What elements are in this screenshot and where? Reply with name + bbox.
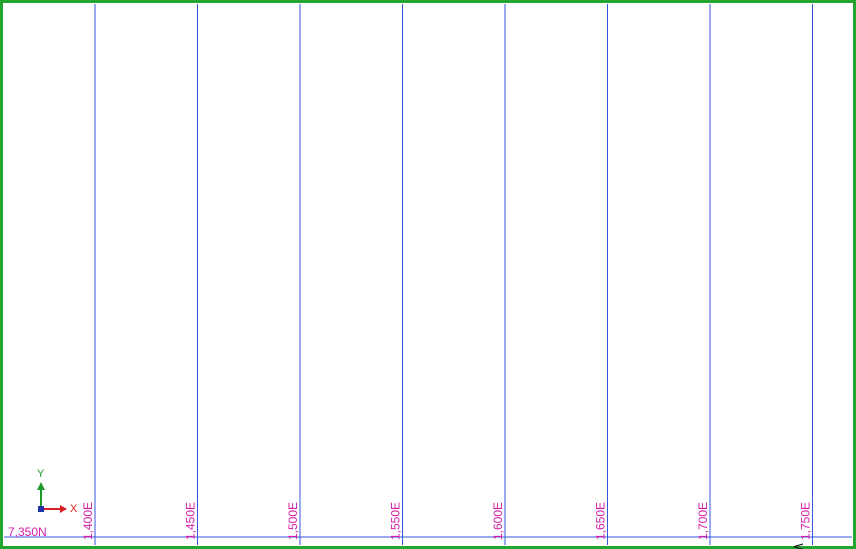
easting-label: 1,450E bbox=[184, 502, 198, 540]
axis-triad-icon: Y X bbox=[37, 468, 78, 515]
axis-x-label: X bbox=[70, 503, 78, 515]
axis-y-label: Y bbox=[37, 468, 45, 480]
axis-x-arrow-icon bbox=[60, 505, 67, 513]
easting-label: 1,650E bbox=[594, 502, 608, 540]
grid-labels: 1,400E 1,450E 1,500E 1,550E 1,600E 1,650E 1,70… bbox=[8, 502, 813, 540]
easting-label: 1,750E bbox=[799, 502, 813, 540]
drillhole-label: WRC067 bbox=[791, 543, 805, 549]
drillhole-collars[interactable]: WRC075WRC074WRC078WRC045WRC018WRC046WRC0… bbox=[19, 543, 856, 549]
northing-label: 7,350N bbox=[8, 525, 47, 539]
easting-label: 1,550E bbox=[389, 502, 403, 540]
axis-y-arrow-icon bbox=[37, 482, 45, 490]
easting-label: 1,700E bbox=[696, 502, 710, 540]
easting-label: 1,600E bbox=[491, 502, 505, 540]
easting-label: 1,400E bbox=[81, 502, 95, 540]
grid-lines bbox=[4, 4, 852, 545]
easting-label: 1,500E bbox=[286, 502, 300, 540]
axis-origin-icon bbox=[38, 506, 44, 512]
drillhole-collar[interactable]: WRC067 bbox=[791, 543, 805, 549]
